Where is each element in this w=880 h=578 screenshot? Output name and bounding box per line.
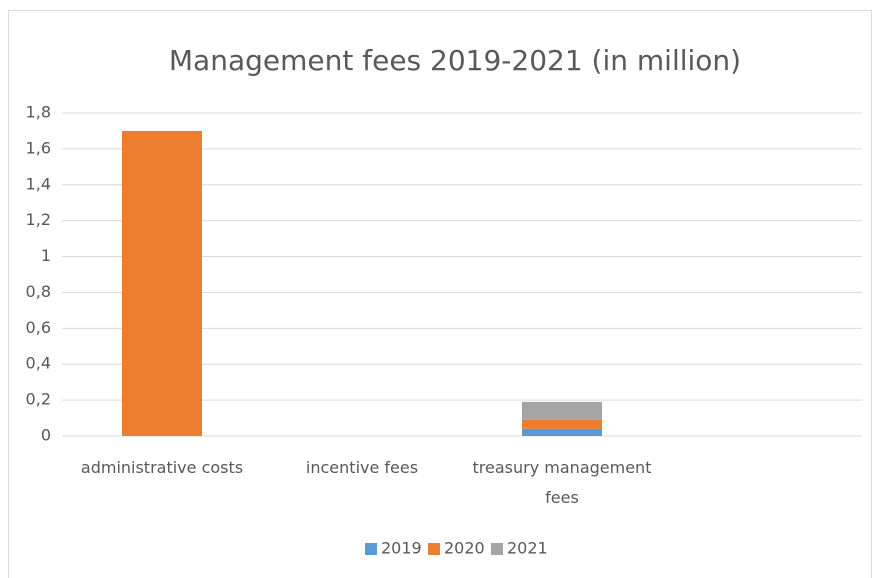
legend-swatch bbox=[365, 543, 377, 555]
y-tick-label: 0,2 bbox=[26, 390, 51, 409]
y-tick-label: 0 bbox=[41, 426, 51, 445]
legend-swatch bbox=[491, 543, 503, 555]
y-tick-label: 1 bbox=[41, 246, 51, 265]
legend-label: 2020 bbox=[444, 539, 485, 558]
y-tick-label: 1,4 bbox=[26, 174, 51, 193]
y-tick-label: 0,8 bbox=[26, 282, 51, 301]
bar-segment bbox=[522, 428, 602, 436]
y-tick-label: 0,4 bbox=[26, 354, 51, 373]
y-tick-label: 1,2 bbox=[26, 210, 51, 229]
x-tick-label: administrative costs bbox=[80, 458, 244, 477]
legend-swatch bbox=[428, 543, 440, 555]
chart-title: Management fees 2019-2021 (in million) bbox=[169, 44, 741, 77]
legend-label: 2021 bbox=[507, 539, 548, 558]
bar-segment bbox=[522, 419, 602, 429]
y-tick-label: 0,6 bbox=[26, 318, 51, 337]
x-tick-label: incentive fees bbox=[305, 458, 419, 477]
y-tick-label: 1,6 bbox=[26, 138, 51, 157]
bar-segment bbox=[522, 401, 602, 420]
x-tick-label: treasury management fees bbox=[472, 458, 652, 507]
bar-segment bbox=[122, 130, 202, 436]
legend-label: 2019 bbox=[381, 539, 422, 558]
y-tick-label: 1,8 bbox=[26, 103, 51, 122]
